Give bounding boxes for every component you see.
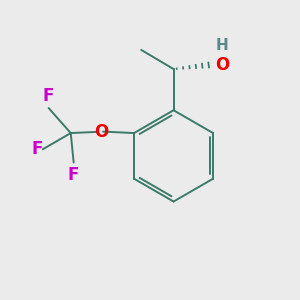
Text: F: F	[43, 86, 54, 104]
Text: O: O	[215, 56, 230, 74]
Text: F: F	[68, 166, 80, 184]
Text: H: H	[215, 38, 228, 53]
Text: F: F	[32, 140, 43, 158]
Text: O: O	[94, 123, 109, 141]
